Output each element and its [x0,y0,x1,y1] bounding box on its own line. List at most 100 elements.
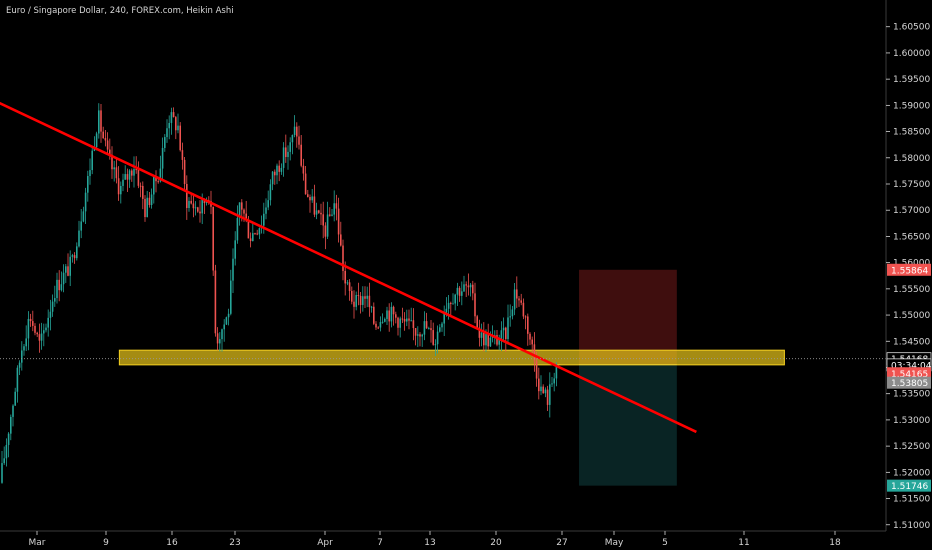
candle-body [179,125,181,151]
candle-body [487,334,489,347]
candle-body [439,327,441,332]
candle-body [500,330,503,340]
candle-body [450,302,452,304]
candle-body [485,334,487,346]
candle-body [436,331,439,345]
candle-body [309,196,311,201]
candle-body [434,344,437,346]
price-tag-box [887,479,931,492]
price-tag-label: 1.51746 [891,482,928,492]
candle-body [113,167,115,170]
candle-body [513,289,516,310]
candle-body [102,131,104,139]
candle-body [498,339,500,345]
candle-body [245,213,247,220]
candle-body [89,170,91,177]
candle-body [390,306,393,322]
candle-body [430,328,432,331]
candle-body [146,197,148,218]
candle-body [423,321,426,335]
lines-layer [0,101,886,434]
candle-body [232,258,234,281]
candle-body [410,320,412,322]
candle-body [168,122,170,129]
price-tick-label: 1.58500 [893,128,930,138]
candle-body [212,206,214,271]
candle-body [359,295,362,305]
candle-body [335,203,338,209]
candle-body [124,174,126,180]
candle-body [384,318,386,322]
candle-body [71,255,74,257]
candle-body [177,125,179,131]
price-tick-label: 1.60000 [893,49,930,59]
price-tag-box [887,367,931,380]
candle-body [139,185,142,187]
candle-body [408,318,410,321]
candle-body [49,311,52,318]
price-tag-label: 03:34:04 [891,361,932,371]
candle-body [397,317,399,328]
stop-loss-zone [579,269,677,365]
candle-body [236,218,239,241]
candle-body [274,171,276,176]
candle-body [227,313,230,318]
candle-body [5,444,8,459]
candle-body [544,389,547,394]
candle-body [535,360,538,379]
candle-body [373,306,375,324]
candle-body [175,117,177,131]
candle-body [555,363,558,379]
candle-body [3,458,5,464]
candle-body [1,463,3,483]
candle-body [117,178,120,195]
price-tick-label: 1.59500 [893,75,930,85]
time-tick-label: 27 [556,538,567,548]
candle-body [148,197,151,206]
candle-body [65,266,67,273]
candle-body [12,405,14,417]
candle-body [135,169,137,171]
candle-body [122,179,124,186]
price-tick-label: 1.51000 [893,521,930,531]
candle-body [326,214,329,237]
candle-body [104,138,107,141]
candle-body [289,142,291,152]
candle-body [249,238,252,242]
candle-body [100,110,102,132]
candle-body [522,302,525,317]
candle-body [507,317,509,340]
candle-body [322,214,324,226]
candle-body [164,137,166,148]
candle-body [366,295,368,299]
candle-body [392,306,395,315]
price-tick-label: 1.57500 [893,180,930,190]
candle-body [318,210,320,213]
candle-body [197,207,199,212]
price-tag: 1.55864 [887,263,931,276]
candle-body [298,136,300,145]
candle-body [34,325,36,333]
candle-body [291,134,294,143]
candle-body [43,330,45,334]
candle-body [502,327,505,331]
trendline [0,101,697,434]
candle-body [214,270,217,334]
candle-body [447,302,450,309]
price-tag-box [887,263,931,276]
candle-body [456,287,459,295]
candle-body [62,272,65,285]
candle-body [516,289,518,299]
candle-body [142,185,144,199]
candle-body [445,308,448,313]
candle-body [181,150,184,160]
candle-body [329,214,331,216]
candle-body [269,184,272,201]
price-tick-label: 1.51500 [893,495,930,505]
candle-body [351,290,353,302]
candle-body [109,149,111,155]
candle-body [285,147,287,158]
candle-body [549,384,551,405]
candle-body [87,176,89,193]
candle-body [315,210,318,215]
